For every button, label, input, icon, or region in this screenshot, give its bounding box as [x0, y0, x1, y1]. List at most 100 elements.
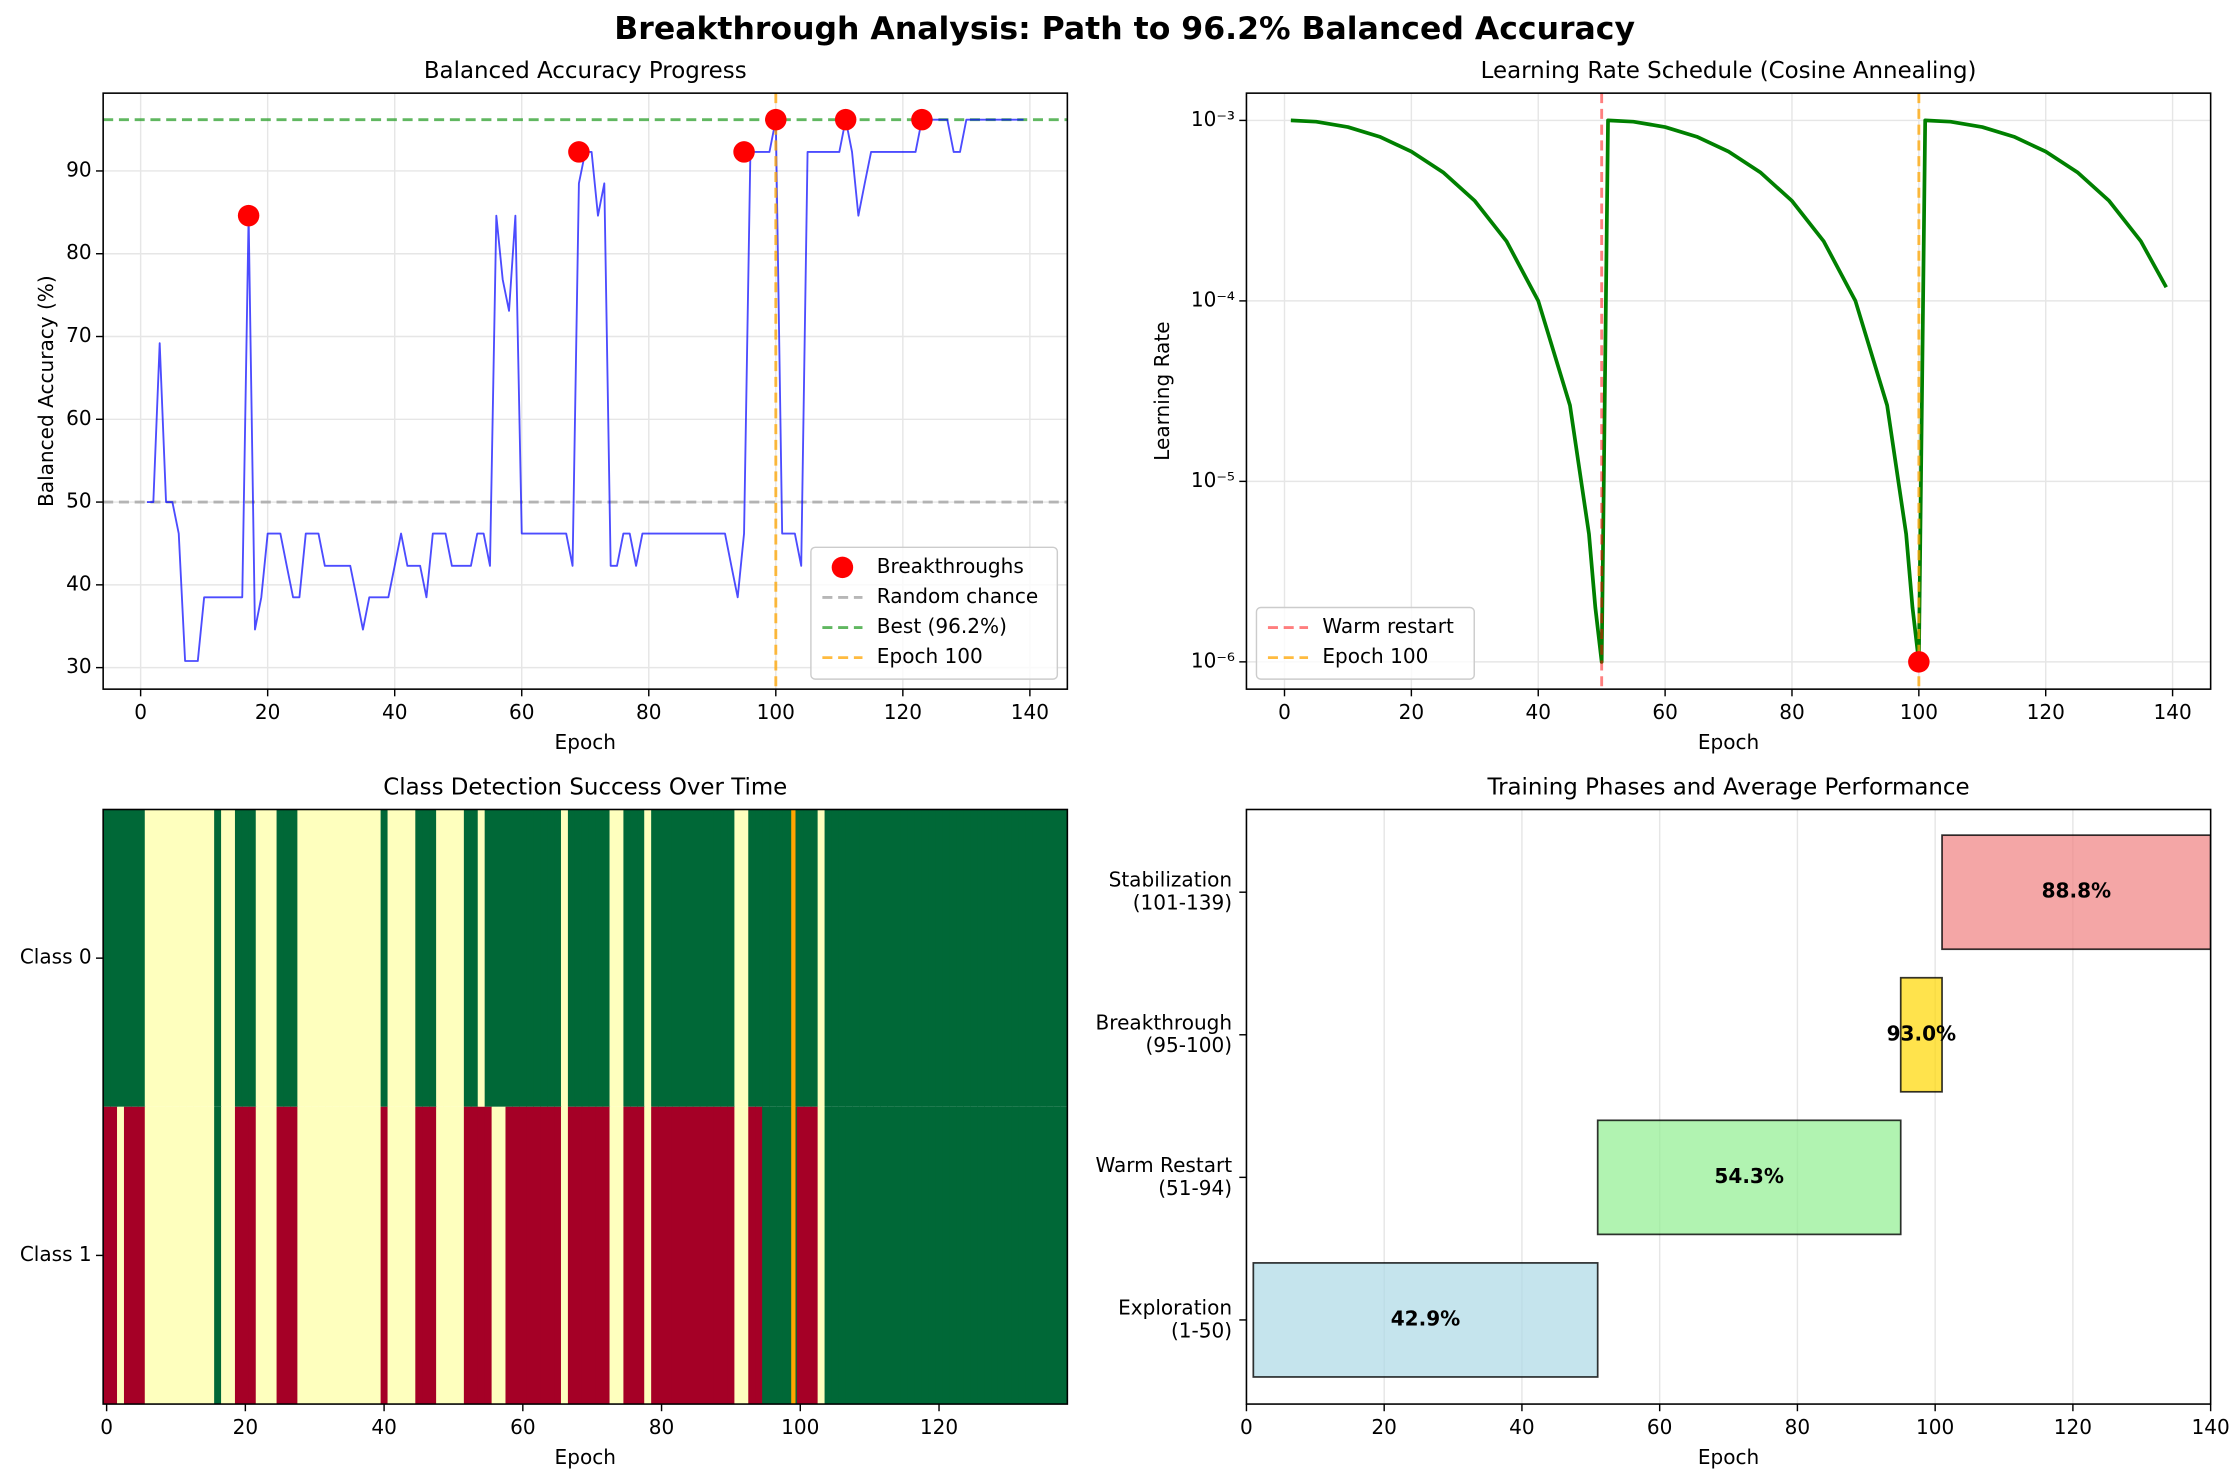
- heatmap-cell: [900, 1106, 909, 1405]
- heatmap-cell: [297, 809, 305, 1107]
- heatmap-cell: [720, 1106, 729, 1405]
- heatmap-cell: [332, 809, 340, 1107]
- heatmap-cell: [117, 809, 125, 1107]
- heatmap-cell: [928, 1106, 937, 1405]
- heatmap-cell: [228, 1106, 236, 1405]
- heatmap-cell: [782, 1106, 791, 1405]
- heatmap-cell: [366, 1106, 375, 1405]
- x-tick-label: 140: [2153, 700, 2191, 724]
- heatmap-cell: [311, 809, 319, 1107]
- heatmap-cell: [526, 809, 534, 1107]
- heatmap-cell: [387, 809, 396, 1107]
- y-axis-label: Balanced Accuracy (%): [34, 275, 58, 507]
- heatmap-cell: [325, 1106, 333, 1405]
- x-tick-label: 60: [1647, 1415, 1673, 1439]
- legend-label: Epoch 100: [1322, 644, 1428, 668]
- heatmap-cell: [970, 809, 978, 1107]
- heatmap-cell: [193, 809, 201, 1107]
- heatmap-cell: [449, 809, 458, 1107]
- heatmap-cell: [158, 809, 167, 1107]
- heatmap-cell: [699, 1106, 708, 1405]
- heatmap-cell: [380, 1106, 389, 1405]
- y-tick-label: 60: [66, 406, 92, 430]
- heatmap-cell: [269, 809, 278, 1107]
- heatmap-cell: [623, 1106, 631, 1405]
- heatmap-cell: [352, 1106, 361, 1405]
- heatmap-cell: [304, 809, 312, 1107]
- plot-area: [1246, 93, 2211, 690]
- heatmap-cell: [880, 1106, 888, 1405]
- heatmap-cell: [1060, 1106, 1068, 1405]
- heatmap-cell: [810, 809, 819, 1107]
- heatmap-cell: [769, 1106, 777, 1405]
- y-tick-label: Class 0: [20, 945, 92, 969]
- phase-bar: [1899, 976, 1943, 1093]
- x-tick-label: 0: [134, 700, 147, 724]
- heatmap-cell: [1039, 809, 1048, 1107]
- heatmap-cell: [533, 809, 541, 1107]
- heatmap-cell: [540, 1106, 548, 1405]
- x-tick-label: 120: [2054, 1415, 2092, 1439]
- heatmap-cell: [567, 809, 576, 1107]
- heatmap-cell: [110, 1106, 118, 1405]
- heatmap-cell: [699, 809, 708, 1107]
- heatmap-cell: [588, 1106, 597, 1405]
- heatmap-cell: [574, 1106, 583, 1405]
- heatmap-cell: [581, 1106, 590, 1405]
- heatmap-cell: [810, 1106, 819, 1405]
- heatmap-cell: [130, 809, 139, 1107]
- heatmap-cell: [401, 1106, 409, 1405]
- heatmap-cell: [193, 1106, 201, 1405]
- heatmap-cell: [748, 809, 756, 1107]
- heatmap-cell: [290, 809, 298, 1107]
- heatmap-cell: [526, 1106, 534, 1405]
- heatmap-cell: [921, 809, 930, 1107]
- heatmap-cell: [616, 1106, 624, 1405]
- heatmap-cell: [172, 1106, 181, 1405]
- x-tick-label: 0: [1240, 1415, 1253, 1439]
- heatmap-cell: [651, 1106, 659, 1405]
- heatmap-cell: [290, 1106, 298, 1405]
- heatmap-cell: [463, 809, 472, 1107]
- heatmap-cell: [429, 1106, 437, 1405]
- heatmap-cell: [859, 1106, 867, 1405]
- heatmap-cell: [519, 809, 527, 1107]
- heatmap-cell: [887, 809, 895, 1107]
- heatmap-cell: [907, 1106, 916, 1405]
- heatmap-cell: [505, 1106, 513, 1405]
- heatmap-cell: [1011, 809, 1020, 1107]
- legend-label: Warm restart: [1322, 614, 1454, 638]
- x-axis-label: Epoch: [555, 1445, 616, 1469]
- heatmap-cell: [117, 1106, 125, 1405]
- heatmap-cell: [547, 809, 555, 1107]
- x-tick-label: 0: [100, 1415, 113, 1439]
- heatmap-cell: [477, 1106, 486, 1405]
- x-tick-label: 0: [1278, 700, 1291, 724]
- heatmap-cell: [651, 809, 659, 1107]
- heatmap-cell: [658, 1106, 666, 1405]
- heatmap-cell: [304, 1106, 312, 1405]
- x-tick-label: 60: [509, 700, 535, 724]
- heatmap-cell: [845, 1106, 853, 1405]
- heatmap-cell: [928, 809, 937, 1107]
- heatmap-cell: [130, 1106, 139, 1405]
- heatmap-cell: [713, 809, 722, 1107]
- heatmap-cell: [554, 1106, 562, 1405]
- heatmap-cell: [207, 1106, 215, 1405]
- x-tick-label: 120: [920, 1415, 958, 1439]
- heatmap-cell: [741, 1106, 749, 1405]
- plot-area: [103, 93, 1068, 690]
- heatmap-cell: [963, 1106, 971, 1405]
- x-tick-label: 60: [510, 1415, 536, 1439]
- heatmap-cell: [893, 1106, 902, 1405]
- heatmap-cell: [165, 1106, 174, 1405]
- heatmap-cell: [366, 809, 375, 1107]
- heatmap-cell: [893, 809, 902, 1107]
- heatmap-cell: [449, 1106, 458, 1405]
- heatmap-cell: [1046, 1106, 1055, 1405]
- heatmap-cell: [144, 1106, 153, 1405]
- heatmap-cell: [678, 1106, 687, 1405]
- heatmap-cell: [311, 1106, 319, 1405]
- heatmap-cell: [394, 809, 403, 1107]
